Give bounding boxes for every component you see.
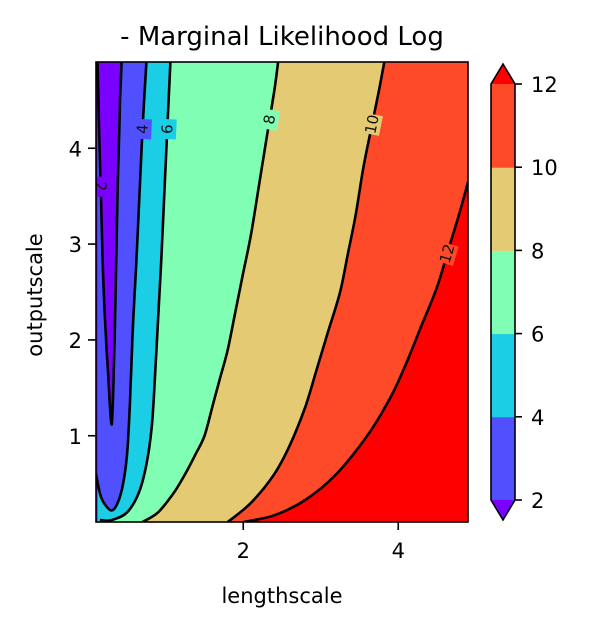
contour-label-text: 6 bbox=[158, 124, 176, 134]
contour-label-text: 12 bbox=[436, 242, 459, 266]
colorbar-band-4-6 bbox=[491, 333, 515, 418]
filled-contour-bands bbox=[96, 62, 468, 522]
contour-line-4 bbox=[96, 62, 148, 512]
contour-label-10: 10 bbox=[361, 112, 383, 136]
colorbar-tick-label: 10 bbox=[531, 156, 558, 180]
x-axis-label: lengthscale bbox=[221, 584, 342, 608]
contour-label-text: 4 bbox=[133, 124, 151, 134]
y-axis-ticks: 1 2 3 4 bbox=[69, 137, 96, 449]
y-axis-label: outputscale bbox=[23, 233, 47, 356]
contour-label-text: 8 bbox=[260, 113, 279, 125]
plot-area: 2 4 6 8 10 12 bbox=[92, 62, 468, 522]
x-tick-label: 4 bbox=[392, 539, 405, 563]
contour-line-2 bbox=[96, 62, 123, 426]
contour-label-8: 8 bbox=[259, 108, 281, 131]
contour-labels: 2 4 6 8 10 12 bbox=[92, 108, 459, 266]
y-tick-label: 4 bbox=[69, 137, 82, 161]
colorbar-tick-label: 6 bbox=[531, 323, 544, 347]
x-tick-label: 2 bbox=[237, 539, 250, 563]
contour-label-gap bbox=[259, 108, 281, 131]
y-tick-label: 2 bbox=[69, 329, 82, 353]
colorbar-band-6-8 bbox=[491, 250, 515, 335]
plot-frame bbox=[95, 61, 469, 523]
contour-line-6 bbox=[99, 62, 172, 522]
y-tick-label: 3 bbox=[69, 233, 82, 257]
contour-label-text: 2 bbox=[92, 182, 110, 192]
contour-line-8 bbox=[141, 62, 280, 522]
contour-label-6: 6 bbox=[157, 118, 177, 140]
contour-label-gap bbox=[133, 118, 152, 140]
colorbar-tick-label: 2 bbox=[531, 489, 544, 513]
contour-label-gap bbox=[361, 112, 383, 136]
colorbar-band-10-12 bbox=[491, 84, 515, 168]
colorbar-tick-label: 8 bbox=[531, 239, 544, 263]
colorbar-band-2-4 bbox=[491, 416, 515, 501]
contour-label-gap bbox=[435, 241, 459, 266]
colorbar-band-8-10 bbox=[491, 167, 515, 251]
contour-label-gap bbox=[157, 118, 177, 140]
colorbar-tick-label: 12 bbox=[531, 73, 558, 97]
contour-label-2: 2 bbox=[92, 176, 110, 197]
colorbar-tick-label: 4 bbox=[531, 406, 544, 430]
colorbar: 2 4 6 8 10 12 bbox=[490, 62, 558, 522]
contour-label-4: 4 bbox=[133, 118, 152, 140]
contour-label-12: 12 bbox=[435, 241, 459, 266]
chart-title: - Marginal Likelihood Log bbox=[120, 22, 444, 52]
colorbar-extend-under bbox=[491, 500, 515, 520]
y-tick-label: 1 bbox=[69, 425, 82, 449]
contour-label-text: 10 bbox=[361, 113, 382, 135]
colorbar-extend-over bbox=[491, 64, 515, 84]
